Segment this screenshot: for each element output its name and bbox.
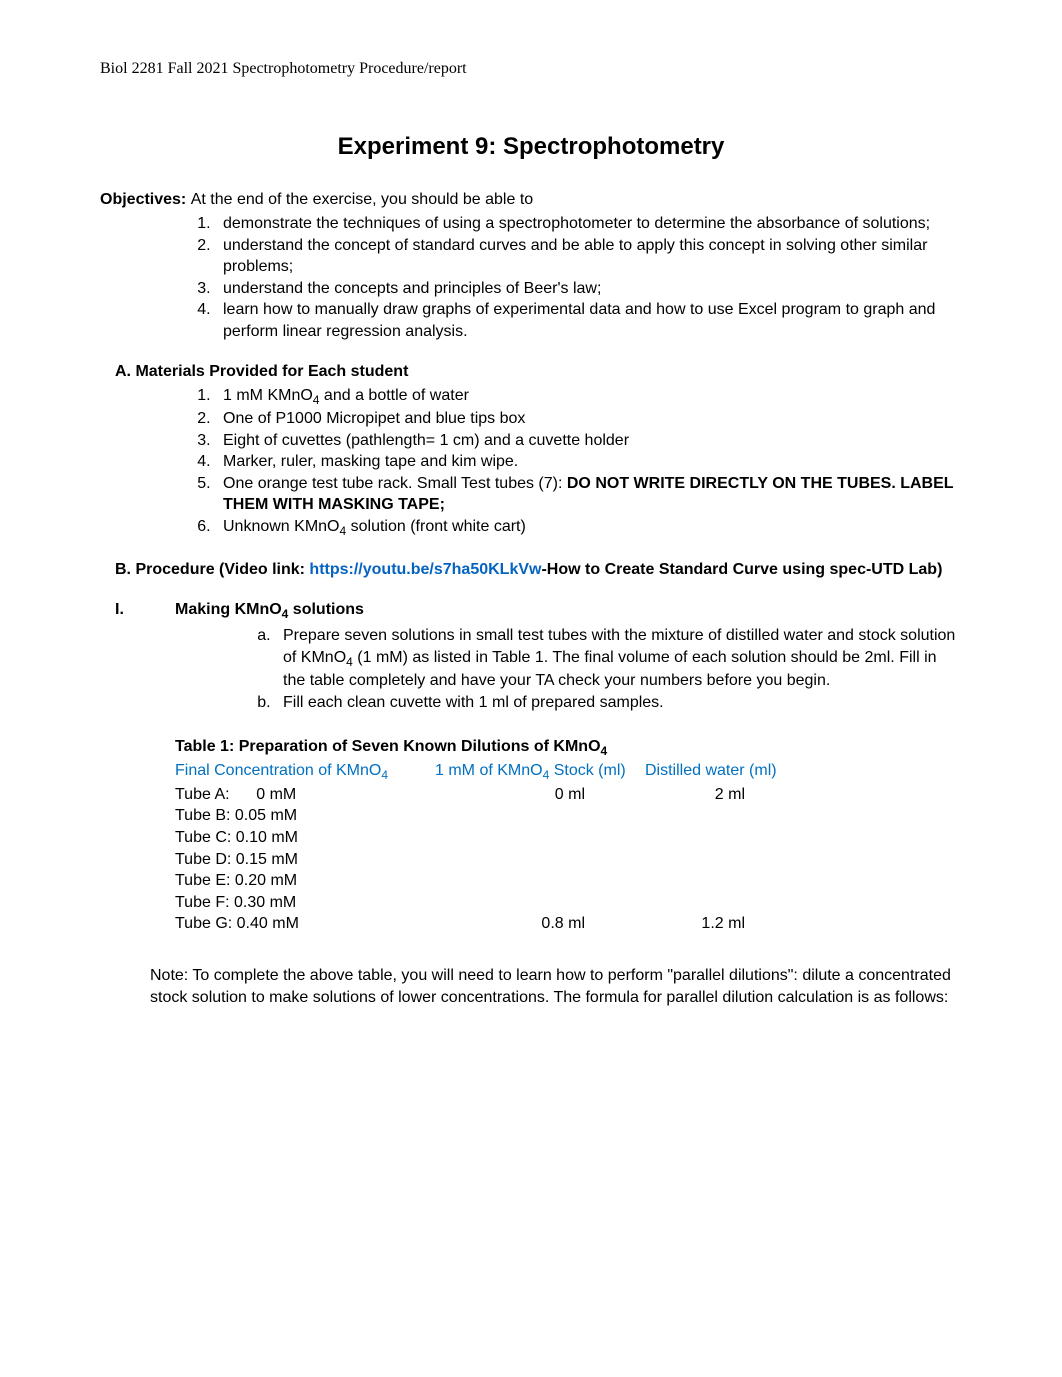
- text: (1 mM) as listed in Table 1. The final v…: [283, 649, 937, 689]
- table-cell: Tube G: 0.40 mM: [175, 913, 435, 935]
- table-cell: Tube A: 0 mM: [175, 784, 435, 806]
- table-cell: [435, 827, 645, 849]
- table-cell: Tube D: 0.15 mM: [175, 849, 435, 871]
- table-title: Table 1: Preparation of Seven Known Dilu…: [175, 738, 962, 758]
- table-cell: Tube E: 0.20 mM: [175, 870, 435, 892]
- list-item: Eight of cuvettes (pathlength= 1 cm) and…: [215, 430, 962, 452]
- subsection-list: Prepare seven solutions in small test tu…: [275, 625, 962, 713]
- list-item: Fill each clean cuvette with 1 ml of pre…: [275, 692, 962, 714]
- list-item: understand the concepts and principles o…: [215, 278, 962, 300]
- list-item: Marker, ruler, masking tape and kim wipe…: [215, 451, 962, 473]
- list-item: Prepare seven solutions in small test tu…: [275, 625, 962, 692]
- objectives-block: Objectives: At the end of the exercise, …: [100, 191, 962, 343]
- text: B. Procedure (Video link:: [115, 561, 309, 578]
- text: -How to Create Standard Curve using spec…: [541, 561, 942, 578]
- table-grid: Final Concentration of KMnO4 1 mM of KMn…: [175, 760, 962, 935]
- list-item: One of P1000 Micropipet and blue tips bo…: [215, 408, 962, 430]
- objectives-label: Objectives:: [100, 191, 186, 208]
- text: Stock (ml): [549, 762, 625, 779]
- list-item: understand the concept of standard curve…: [215, 235, 962, 278]
- list-item: demonstrate the techniques of using a sp…: [215, 213, 962, 235]
- table-cell: Tube F: 0.30 mM: [175, 892, 435, 914]
- table-header-col3: Distilled water (ml): [645, 760, 805, 783]
- note-text: Note: To complete the above table, you w…: [150, 965, 962, 1008]
- section-a-label: A. Materials Provided for Each student: [115, 363, 962, 381]
- table-cell: 1.2 ml: [645, 913, 805, 935]
- subscript: 4: [346, 655, 353, 669]
- text: Table 1: Preparation of Seven Known Dilu…: [175, 738, 601, 755]
- roman-numeral: I.: [115, 601, 175, 621]
- list-item: Unknown KMnO4 solution (front white cart…: [215, 516, 962, 539]
- text: solutions: [288, 601, 364, 618]
- table-cell: 2 ml: [645, 784, 805, 806]
- list-item: 1 mM KMnO4 and a bottle of water: [215, 385, 962, 408]
- experiment-title: Experiment 9: Spectrophotometry: [100, 133, 962, 161]
- page-header: Biol 2281 Fall 2021 Spectrophotometry Pr…: [100, 60, 962, 78]
- table-cell: [435, 849, 645, 871]
- table-cell: [645, 870, 805, 892]
- table-header-col2: 1 mM of KMnO4 Stock (ml): [435, 760, 645, 783]
- text: One orange test tube rack. Small Test tu…: [223, 475, 567, 492]
- text: 1 mM KMnO: [223, 387, 313, 404]
- subsection-i: I. Making KMnO4 solutions: [115, 601, 962, 621]
- table-cell: [645, 827, 805, 849]
- subsection-title: Making KMnO4 solutions: [175, 601, 364, 621]
- section-b-label: B. Procedure (Video link: https://youtu.…: [115, 559, 962, 581]
- table-cell: [435, 892, 645, 914]
- objectives-intro: At the end of the exercise, you should b…: [191, 191, 533, 208]
- materials-list: 1 mM KMnO4 and a bottle of water One of …: [215, 385, 962, 540]
- text: 1 mM of KMnO: [435, 762, 543, 779]
- list-item: One orange test tube rack. Small Test tu…: [215, 473, 962, 516]
- text: solution (front white cart): [346, 518, 526, 535]
- table-cell: [645, 892, 805, 914]
- table-cell: Tube B: 0.05 mM: [175, 805, 435, 827]
- text: Unknown KMnO: [223, 518, 340, 535]
- table-cell: [435, 870, 645, 892]
- table-cell: [645, 849, 805, 871]
- table-header-col1: Final Concentration of KMnO4: [175, 760, 435, 783]
- table-cell: 0.8 ml: [435, 913, 645, 935]
- text: Making KMnO: [175, 601, 282, 618]
- subscript: 4: [381, 769, 388, 783]
- objectives-list: demonstrate the techniques of using a sp…: [215, 213, 962, 343]
- list-item: learn how to manually draw graphs of exp…: [215, 299, 962, 342]
- text: and a bottle of water: [319, 387, 468, 404]
- video-link[interactable]: https://youtu.be/s7ha50KLkVw: [309, 561, 541, 578]
- text: Final Concentration of KMnO: [175, 762, 381, 779]
- table-cell: 0 ml: [435, 784, 645, 806]
- subscript: 4: [601, 744, 608, 758]
- table-1: Table 1: Preparation of Seven Known Dilu…: [175, 738, 962, 935]
- table-cell: [645, 805, 805, 827]
- table-cell: Tube C: 0.10 mM: [175, 827, 435, 849]
- table-cell: [435, 805, 645, 827]
